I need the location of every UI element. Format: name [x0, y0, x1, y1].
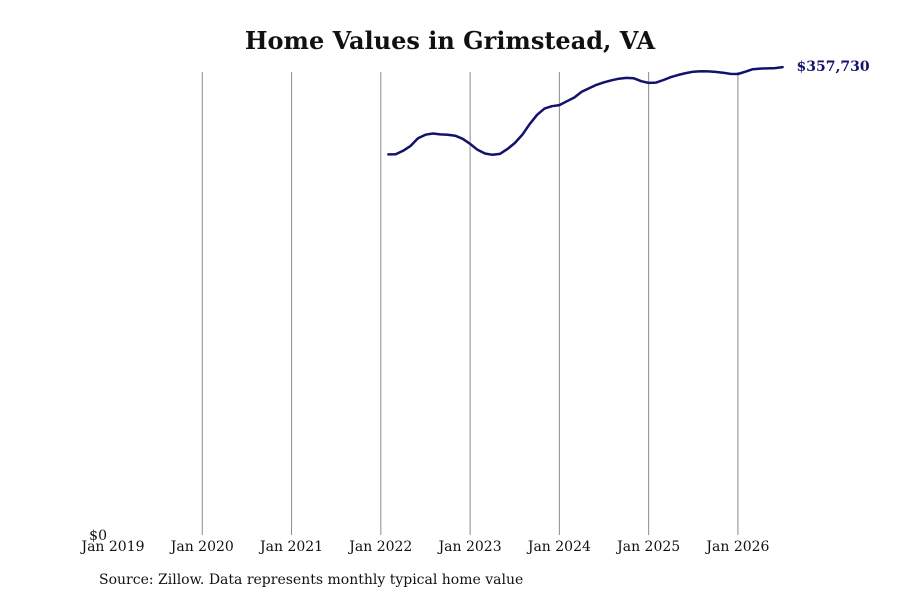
x-tick-label: Jan 2019 — [79, 539, 144, 555]
x-tick-label: Jan 2023 — [437, 539, 502, 555]
y-tick-label: $0 — [89, 528, 107, 544]
chart-title: Home Values in Grimstead, VA — [244, 26, 656, 55]
x-tick-label: Jan 2024 — [526, 539, 591, 555]
source-note: Source: Zillow. Data represents monthly … — [99, 572, 524, 588]
x-tick-label: Jan 2020 — [169, 539, 234, 555]
series-line — [387, 65, 784, 157]
x-tick-label: Jan 2026 — [704, 539, 769, 555]
x-tick-label: Jan 2022 — [347, 539, 412, 555]
end-value-label: $357,730 — [797, 59, 870, 75]
x-tick-label: Jan 2021 — [258, 539, 323, 555]
x-tick-label: Jan 2025 — [615, 539, 680, 555]
